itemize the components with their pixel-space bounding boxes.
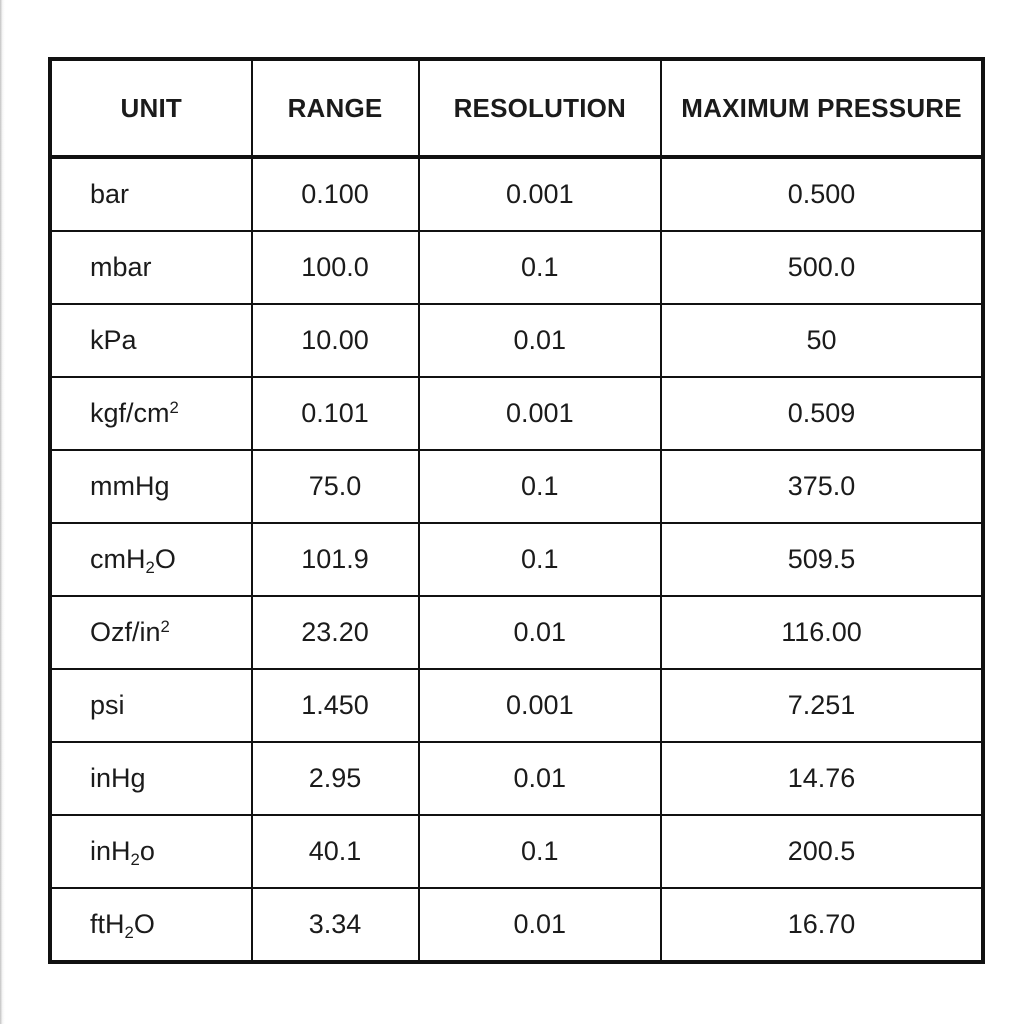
range-cell: 40.1 (250, 814, 420, 889)
table-row: cmH2O 101.9 0.1 509.5 (49, 522, 984, 597)
max-pressure-cell: 500.0 (660, 230, 984, 305)
resolution-cell: 0.01 (417, 741, 663, 816)
table-row: kPa 10.00 0.01 50 (49, 303, 984, 378)
max-pressure-cell: 0.509 (660, 376, 984, 451)
max-pressure-cell: 7.251 (660, 668, 984, 743)
unit-cell: bar (49, 156, 253, 232)
range-cell: 1.450 (250, 668, 420, 743)
range-cell: 0.101 (250, 376, 420, 451)
unit-cell: kgf/cm2 (49, 376, 253, 451)
resolution-cell: 0.01 (417, 595, 663, 670)
max-pressure-cell: 116.00 (660, 595, 984, 670)
table-row: kgf/cm2 0.101 0.001 0.509 (49, 376, 984, 451)
max-pressure-cell: 200.5 (660, 814, 984, 889)
range-cell: 10.00 (250, 303, 420, 378)
unit-cell: ftH2O (49, 887, 253, 963)
left-edge-shadow (0, 0, 5, 1024)
table-row: inH2o 40.1 0.1 200.5 (49, 814, 984, 889)
resolution-cell: 0.01 (417, 303, 663, 378)
range-cell: 2.95 (250, 741, 420, 816)
range-cell: 100.0 (250, 230, 420, 305)
unit-cell: inHg (49, 741, 253, 816)
unit-cell: inH2o (49, 814, 253, 889)
range-cell: 23.20 (250, 595, 420, 670)
pressure-units-table: UNIT RANGE RESOLUTION MAXIMUM PRESSURE b… (48, 57, 985, 964)
header-range: RANGE (250, 58, 420, 159)
resolution-cell: 0.1 (417, 522, 663, 597)
max-pressure-cell: 16.70 (660, 887, 984, 963)
max-pressure-cell: 509.5 (660, 522, 984, 597)
range-cell: 3.34 (250, 887, 420, 963)
max-pressure-cell: 0.500 (660, 156, 984, 232)
resolution-cell: 0.001 (417, 156, 663, 232)
range-cell: 101.9 (250, 522, 420, 597)
unit-cell: psi (49, 668, 253, 743)
header-unit: UNIT (49, 58, 253, 159)
table-row: psi 1.450 0.001 7.251 (49, 668, 984, 743)
unit-cell: mmHg (49, 449, 253, 524)
unit-cell: mbar (49, 230, 253, 305)
table-row: mbar 100.0 0.1 500.0 (49, 230, 984, 305)
unit-cell: cmH2O (49, 522, 253, 597)
header-row: UNIT RANGE RESOLUTION MAXIMUM PRESSURE (49, 58, 984, 159)
table-row: inHg 2.95 0.01 14.76 (49, 741, 984, 816)
max-pressure-cell: 375.0 (660, 449, 984, 524)
max-pressure-cell: 50 (660, 303, 984, 378)
table-row: bar 0.100 0.001 0.500 (49, 156, 984, 232)
resolution-cell: 0.001 (417, 376, 663, 451)
resolution-cell: 0.1 (417, 449, 663, 524)
resolution-cell: 0.001 (417, 668, 663, 743)
unit-cell: kPa (49, 303, 253, 378)
header-maximum-pressure: MAXIMUM PRESSURE (660, 58, 984, 159)
table-row: ftH2O 3.34 0.01 16.70 (49, 887, 984, 963)
range-cell: 0.100 (250, 156, 420, 232)
max-pressure-cell: 14.76 (660, 741, 984, 816)
unit-cell: Ozf/in2 (49, 595, 253, 670)
table-row: Ozf/in2 23.20 0.01 116.00 (49, 595, 984, 670)
resolution-cell: 0.01 (417, 887, 663, 963)
header-resolution: RESOLUTION (417, 58, 663, 159)
table-row: mmHg 75.0 0.1 375.0 (49, 449, 984, 524)
resolution-cell: 0.1 (417, 814, 663, 889)
range-cell: 75.0 (250, 449, 420, 524)
resolution-cell: 0.1 (417, 230, 663, 305)
